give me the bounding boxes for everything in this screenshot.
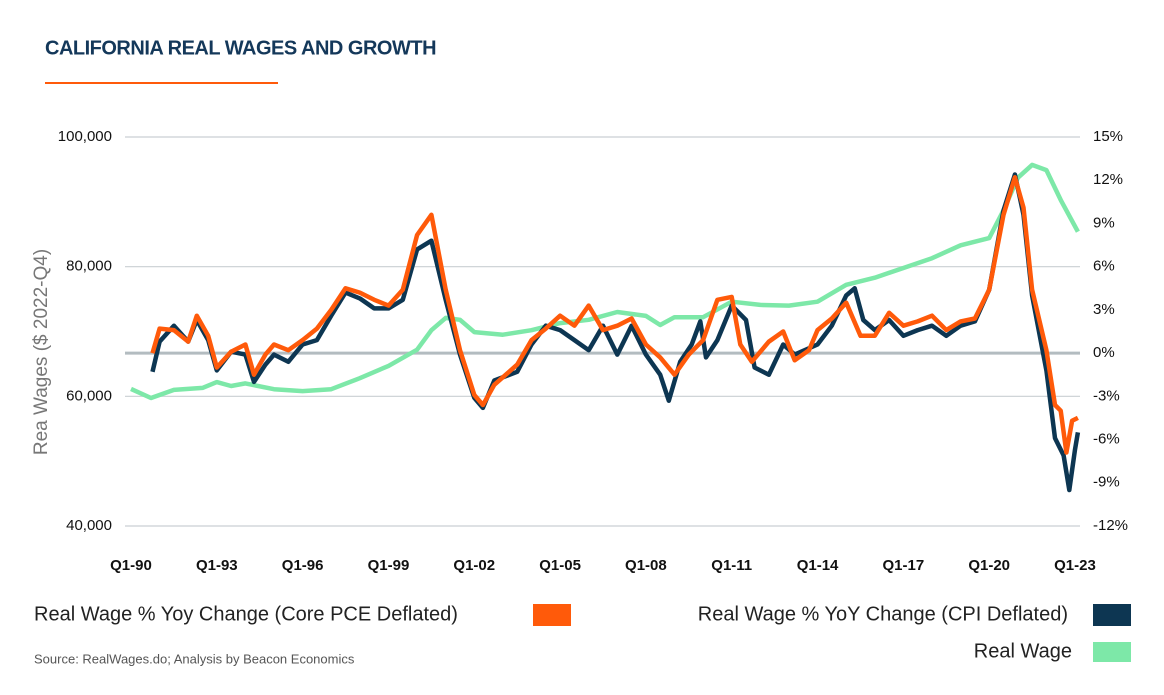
y2-tick-label: -3%: [1093, 387, 1120, 404]
source: Source: RealWages.do; Analysis by Beacon…: [34, 651, 355, 666]
y2-tick-label: 0%: [1093, 344, 1115, 361]
legend-swatch: [533, 604, 571, 626]
chart-title: CALIFORNIA REAL WAGES AND GROWTH: [45, 37, 436, 59]
x-tick-label: Q1-02: [453, 557, 495, 574]
x-tick-label: Q1-20: [968, 557, 1010, 574]
x-tick-label: Q1-96: [282, 557, 324, 574]
y2-tick-label: -6%: [1093, 431, 1120, 448]
y2-tick-label: 9%: [1093, 214, 1115, 231]
y2-tick-label: 15%: [1093, 128, 1123, 145]
x-tick-label: Q1-05: [539, 557, 581, 574]
legend-swatch: [1093, 604, 1131, 626]
y-tick-label: 40,000: [66, 517, 112, 534]
series-line: [130, 162, 1080, 401]
y2-tick-label: 6%: [1093, 258, 1115, 275]
x-tick-label: Q1-17: [883, 557, 925, 574]
legend-swatch: [1093, 642, 1131, 662]
y2-tick-label: 3%: [1093, 301, 1115, 318]
legend-label: Real Wage % YoY Change (CPI Deflated): [698, 603, 1068, 625]
x-tick-label: Q1-93: [196, 557, 238, 574]
x-tick-label: Q1-90: [110, 557, 152, 574]
y2-tick-label: 12%: [1093, 171, 1123, 188]
y-tick-label: 80,000: [66, 258, 112, 275]
y-tick-label: 100,000: [58, 128, 112, 145]
y2-tick-label: -9%: [1093, 474, 1120, 491]
y-axis-label: Rea Wages ($ 2022-Q4): [31, 249, 52, 455]
x-tick-label: Q1-23: [1054, 557, 1096, 574]
legend-label: Real Wage: [974, 640, 1072, 662]
legend-label: Real Wage % Yoy Change (Core PCE Deflate…: [34, 603, 458, 625]
y-tick-label: 60,000: [66, 387, 112, 404]
legend: Real Wage % Yoy Change (Core PCE Deflate…: [34, 603, 1131, 662]
x-tick-label: Q1-11: [711, 557, 752, 574]
y2-tick-label: -12%: [1093, 517, 1128, 534]
series-line: [150, 172, 1081, 493]
x-tick-label: Q1-14: [797, 557, 839, 574]
x-tick-label: Q1-08: [625, 557, 667, 574]
series-line: [150, 175, 1079, 455]
x-tick-label: Q1-99: [368, 557, 410, 574]
